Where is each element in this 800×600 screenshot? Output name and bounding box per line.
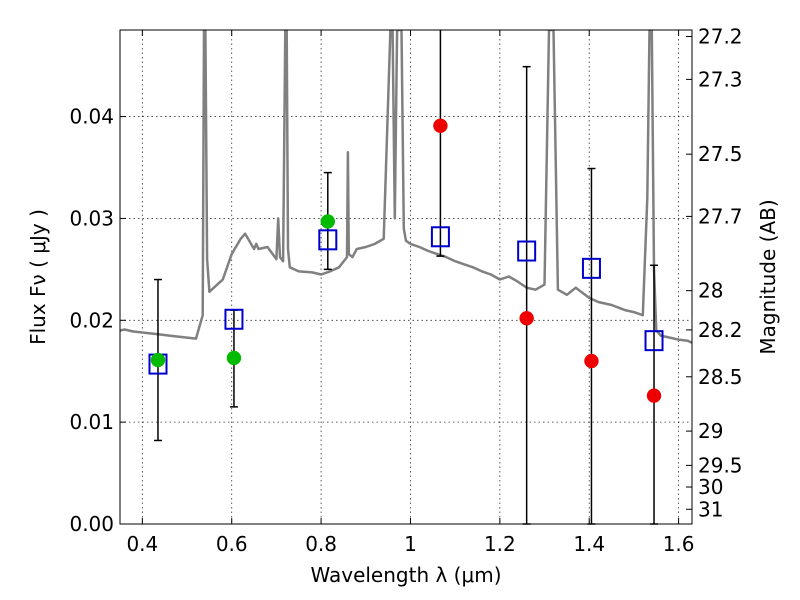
mag-tick-label: 30 <box>698 475 723 499</box>
y-tick-label: 0.00 <box>69 512 114 536</box>
x-axis-label: Wavelength λ (μm) <box>310 563 501 587</box>
mag-tick-label: 28.2 <box>698 318 743 342</box>
model-photometry-square <box>430 226 450 248</box>
mag-tick-label: 31 <box>698 497 723 521</box>
x-tick-label: 1.2 <box>484 532 516 556</box>
observed-flux-point <box>584 353 599 369</box>
x-tick-label: 1.4 <box>573 532 605 556</box>
spectrum-line <box>120 30 692 344</box>
y-tick-label: 0.02 <box>69 308 114 332</box>
model-photometry-square <box>644 330 664 352</box>
mag-tick-label: 29 <box>698 419 723 443</box>
x-tick-label: 1 <box>404 532 417 556</box>
x-tick-label: 0.8 <box>305 532 337 556</box>
model-photometry-square <box>517 240 537 262</box>
y-axis-label: Flux Fν ( μJy ) <box>26 209 50 345</box>
observed-flux-point <box>646 388 662 403</box>
observed-flux-point <box>226 350 242 366</box>
magnitude-axis-label: Magnitude (AB) <box>756 199 780 354</box>
mag-tick-label: 27.5 <box>698 142 743 166</box>
observed-flux-point <box>519 311 534 326</box>
x-tick-label: 0.4 <box>126 532 158 556</box>
observed-flux-point <box>150 352 166 368</box>
model-photometry-square <box>581 257 601 279</box>
plot-frame <box>119 29 693 525</box>
mag-tick-label: 27.2 <box>698 24 743 48</box>
y-tick-label: 0.04 <box>69 105 114 129</box>
observed-flux-point <box>433 118 448 133</box>
mag-tick-label: 28.5 <box>698 365 743 389</box>
x-tick-label: 0.6 <box>216 532 248 556</box>
model-photometry-square <box>318 229 338 251</box>
model-photometry-square <box>224 308 244 330</box>
y-axis-ticks: 0.00 0.01 0.02 0.03 0.04 <box>69 105 126 536</box>
y-tick-label: 0.01 <box>69 410 114 434</box>
model-spectrum <box>120 30 692 344</box>
y-tick-label: 0.03 <box>69 206 114 230</box>
x-tick-label: 1.6 <box>663 532 695 556</box>
data-markers <box>148 118 664 403</box>
mag-tick-label: 27.3 <box>698 67 743 91</box>
mag-tick-label: 27.7 <box>698 204 743 228</box>
x-axis-ticks: 0.4 0.6 0.8 1 1.2 1.4 1.6 <box>126 30 695 556</box>
observed-flux-point <box>320 214 336 229</box>
mag-tick-label: 29.5 <box>698 453 743 477</box>
mag-tick-label: 28 <box>698 279 723 303</box>
